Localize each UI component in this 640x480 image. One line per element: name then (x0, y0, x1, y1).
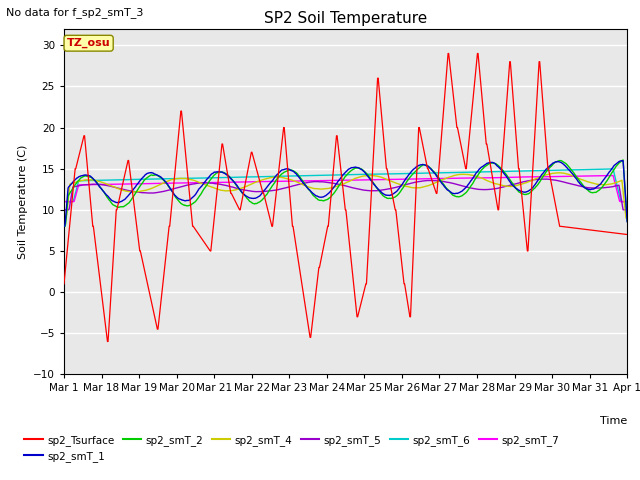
Y-axis label: Soil Temperature (C): Soil Temperature (C) (17, 144, 28, 259)
Text: No data for f_sp2_smT_3: No data for f_sp2_smT_3 (6, 7, 144, 18)
Text: Time: Time (600, 416, 627, 426)
Text: TZ_osu: TZ_osu (67, 38, 111, 48)
Title: SP2 Soil Temperature: SP2 Soil Temperature (264, 11, 428, 26)
Legend: sp2_Tsurface, sp2_smT_1, sp2_smT_2, sp2_smT_4, sp2_smT_5, sp2_smT_6, sp2_smT_7: sp2_Tsurface, sp2_smT_1, sp2_smT_2, sp2_… (24, 435, 559, 462)
